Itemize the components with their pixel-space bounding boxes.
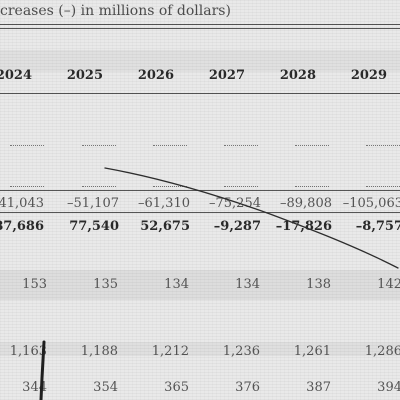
cell-e-2025: 354 [93,380,118,395]
cell-e-2029: 394 [377,380,400,395]
cell-b-2025: 77,540 [69,219,119,234]
cell-c-2026: 134 [164,277,189,292]
cell-c-2028: 138 [306,277,331,292]
cell-d-2028: 1,261 [293,344,331,359]
cell-b-2026: 52,675 [140,219,190,234]
cell-e-2026: 365 [164,380,189,395]
year-2024: 2024 [0,68,32,83]
top-rule [0,24,400,25]
cell-d-2027: 1,236 [222,344,260,359]
cell-c-2027: 134 [235,277,260,292]
subtotal-rule-top [0,190,400,191]
header-bottom-rule [0,93,400,94]
year-2028: 2028 [279,68,316,83]
cell-b-2024: 87,686 [0,219,44,234]
cell-a-2026: –61,310 [138,196,190,211]
year-2025: 2025 [66,68,103,83]
top-rule-double [0,28,400,29]
cell-a-2025: –51,107 [67,196,119,211]
cell-a-2027: –75,254 [209,196,261,211]
cell-e-2024: 344 [22,380,47,395]
subtotal-rule-mid [0,212,400,213]
year-2029: 2029 [350,68,387,83]
cell-a-2024: –41,043 [0,196,44,211]
cell-c-2024: 153 [22,277,47,292]
cell-d-2029: 1,286 [364,344,400,359]
cell-c-2029: 142 [377,277,400,292]
cell-b-2029: –8,757 [355,219,400,234]
cell-c-2025: 135 [93,277,118,292]
cell-a-2029: –105,063 [342,196,400,211]
cell-e-2027: 376 [235,380,260,395]
cell-d-2024: 1,163 [9,344,47,359]
year-2027: 2027 [208,68,245,83]
cell-b-2028: –17,826 [275,219,332,234]
year-2026: 2026 [137,68,174,83]
cell-e-2028: 387 [306,380,331,395]
cell-a-2028: –89,808 [280,196,332,211]
cell-b-2027: –9,287 [213,219,261,234]
table-caption: creases (–) in millions of dollars) [0,3,231,19]
cell-d-2026: 1,212 [151,344,189,359]
cell-d-2025: 1,188 [80,344,118,359]
